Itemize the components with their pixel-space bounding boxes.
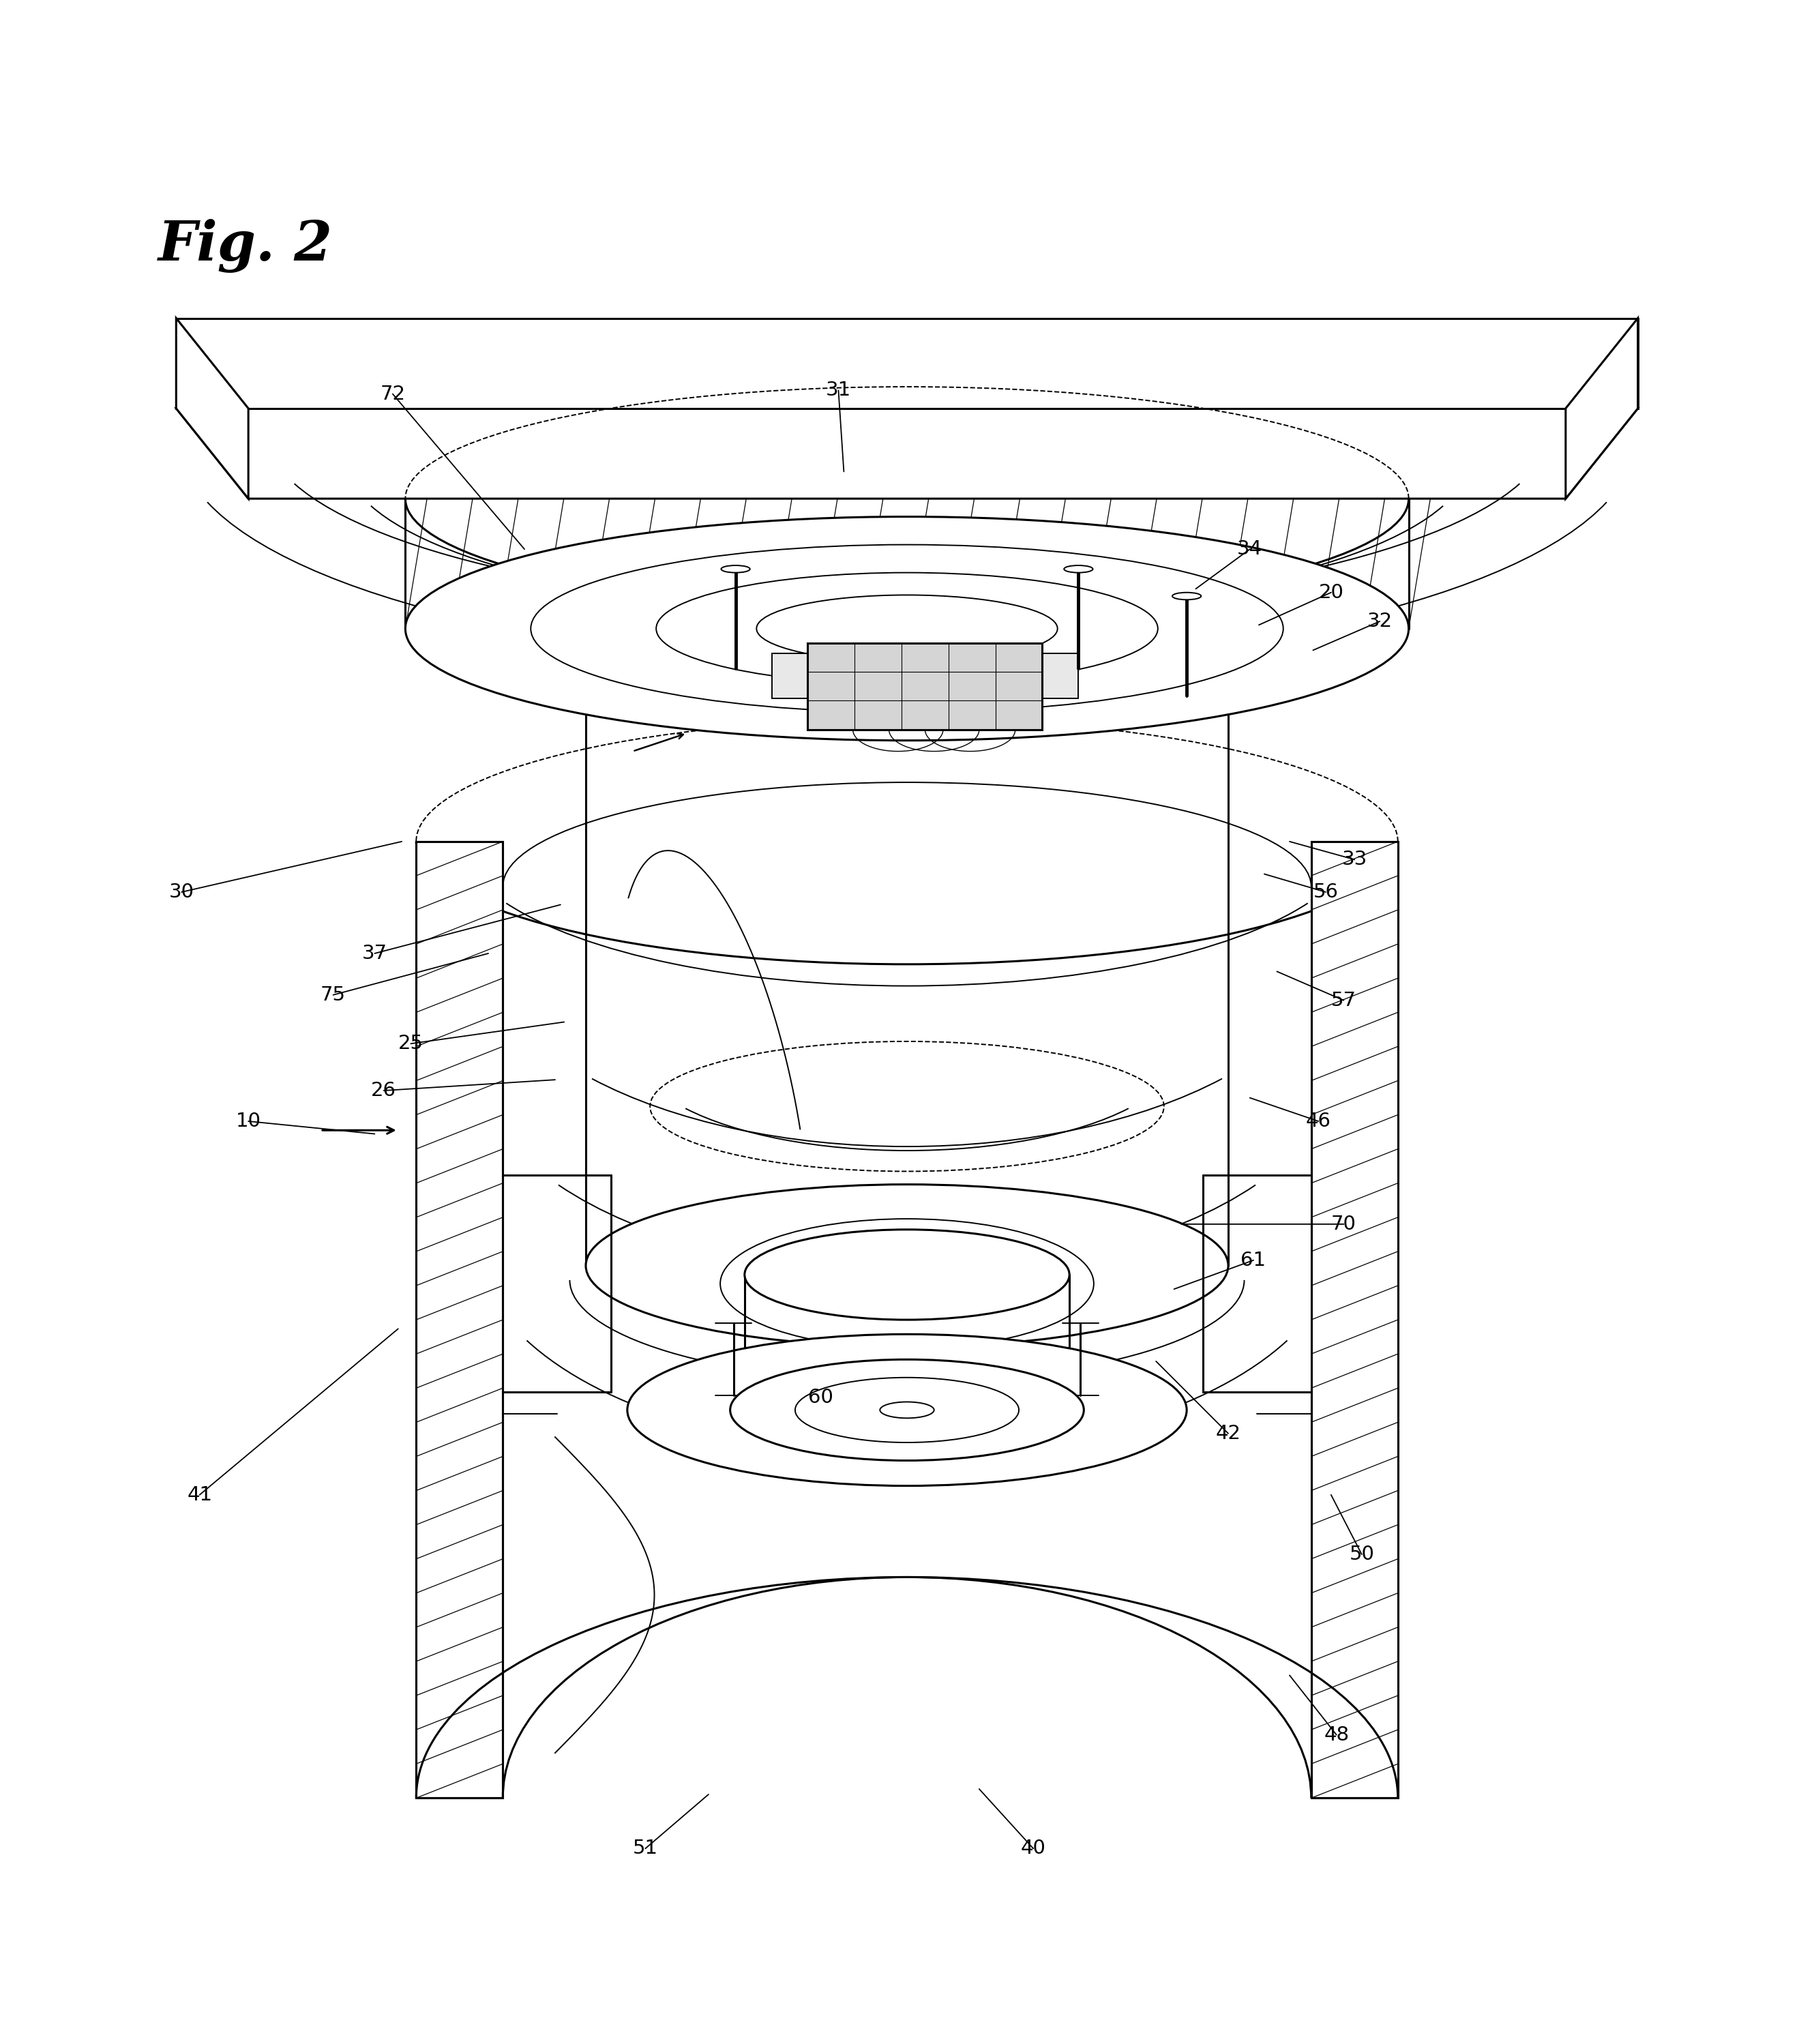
Polygon shape: [176, 319, 1638, 409]
Text: 40: 40: [1021, 1840, 1047, 1858]
Text: 70: 70: [1331, 1214, 1357, 1235]
Text: 72: 72: [381, 384, 405, 403]
Polygon shape: [176, 319, 249, 499]
Text: 60: 60: [807, 1388, 833, 1406]
Text: 48: 48: [1324, 1725, 1350, 1744]
Polygon shape: [415, 842, 502, 1799]
Text: 33: 33: [1342, 850, 1368, 869]
Text: 57: 57: [1331, 991, 1357, 1010]
Text: 41: 41: [187, 1486, 212, 1504]
Text: 56: 56: [1313, 883, 1339, 901]
Text: 30: 30: [169, 883, 194, 901]
Polygon shape: [807, 644, 1043, 730]
Ellipse shape: [756, 595, 1058, 662]
Ellipse shape: [405, 517, 1409, 740]
Text: 50: 50: [1350, 1545, 1375, 1564]
Ellipse shape: [731, 1359, 1083, 1461]
Ellipse shape: [795, 1378, 1019, 1443]
Ellipse shape: [744, 1230, 1070, 1320]
Text: 75: 75: [321, 985, 346, 1004]
Text: 42: 42: [1215, 1425, 1241, 1443]
Text: 10: 10: [236, 1112, 261, 1130]
Text: 32: 32: [1368, 611, 1393, 632]
Ellipse shape: [586, 1183, 1228, 1347]
Text: 37: 37: [363, 944, 388, 963]
Ellipse shape: [722, 566, 749, 572]
Polygon shape: [1565, 319, 1638, 499]
Ellipse shape: [1065, 566, 1092, 572]
Text: 26: 26: [372, 1081, 395, 1100]
Text: 34: 34: [1237, 540, 1263, 558]
Polygon shape: [176, 409, 1638, 499]
Ellipse shape: [657, 572, 1157, 685]
Polygon shape: [771, 654, 1079, 699]
Polygon shape: [1312, 842, 1399, 1799]
Text: 46: 46: [1306, 1112, 1331, 1130]
Text: 51: 51: [633, 1840, 658, 1858]
Ellipse shape: [720, 1218, 1094, 1349]
Ellipse shape: [532, 544, 1282, 713]
Ellipse shape: [1172, 593, 1201, 599]
Text: 25: 25: [397, 1034, 423, 1053]
Ellipse shape: [628, 1335, 1186, 1486]
Text: 61: 61: [1241, 1251, 1266, 1269]
Ellipse shape: [880, 1402, 934, 1419]
Text: 20: 20: [1319, 583, 1344, 603]
Text: Fig. 2: Fig. 2: [158, 219, 332, 274]
Text: 31: 31: [825, 380, 851, 401]
